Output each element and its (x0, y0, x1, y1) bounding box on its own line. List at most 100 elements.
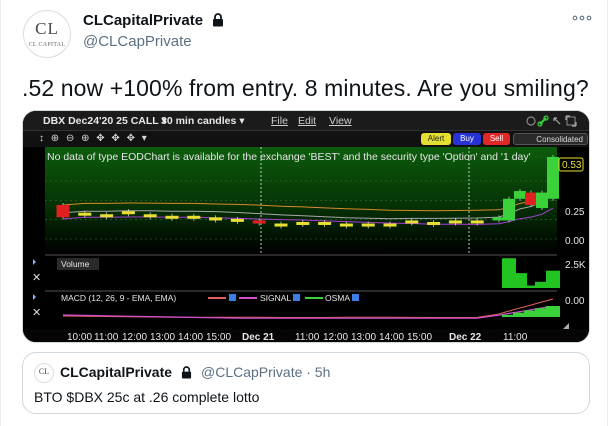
candle (405, 220, 419, 224)
volume-panel-bg (45, 255, 557, 289)
time-tick-label: 15:00 (407, 332, 432, 343)
time-tick-label: 11:00 (94, 332, 119, 343)
osma-bar (535, 308, 549, 317)
time-tick-label: 14:00 (379, 332, 404, 343)
window-controls (526, 115, 577, 127)
price-grid (45, 156, 557, 240)
candle (492, 217, 506, 221)
volume-label: Volume (61, 259, 90, 269)
trading-chart: 10:00 11:00 12:00 13:00 14:00 15:00 Dec 21 11:0… (23, 111, 589, 343)
candle (514, 191, 526, 199)
tweet-text: .52 now +100% from entry. 8 minutes. Are… (22, 75, 589, 101)
time-tick-label: 11:00 (295, 332, 320, 343)
chart-image[interactable]: 10:00 11:00 12:00 13:00 14:00 15:00 Dec 21 11:0… (22, 110, 590, 343)
link-icon[interactable] (537, 115, 549, 127)
time-axis-bg (23, 329, 589, 342)
author-avatar[interactable]: CL CL CAPITAL (23, 10, 71, 58)
price-axis-mid: 0.25 (565, 207, 585, 218)
maximize-icon[interactable] (565, 115, 577, 127)
candles (56, 155, 559, 229)
author-name-text[interactable]: CLCapitalPrivate (83, 12, 204, 29)
consolidated-label: Consolidated (536, 135, 583, 144)
osma-bar (546, 306, 560, 317)
quoted-tweet[interactable]: CL CLCapitalPrivate @CLCapPrivate · 5h B… (22, 352, 590, 414)
author-handle[interactable]: @CLCapPrivate (83, 33, 192, 50)
quoted-avatar-text: CL (38, 367, 50, 376)
volume-bar (502, 258, 516, 288)
chart-toolbar: DBX Dec24'20 25 CALL ▾ 30 min candles ▾ … (23, 111, 589, 131)
time-tick-label: 11:00 (503, 332, 528, 343)
quoted-author-handle[interactable]: @CLCapPrivate · 5h (201, 364, 331, 380)
sell-button[interactable]: Sell (483, 133, 510, 145)
volume-bar (524, 285, 538, 288)
chart-tool-icons[interactable]: ↕ ⊕ ⊖ ⊕ ✥ ✥ ✥ ▾ (39, 133, 149, 144)
osma-bar (513, 312, 527, 317)
candle (448, 220, 462, 224)
time-tick-label: 15:00 (206, 332, 231, 343)
time-tick-label: Dec 21 (242, 332, 275, 343)
candle (230, 218, 244, 222)
candle (121, 211, 135, 215)
quoted-tweet-text: BTO $DBX 25c at .26 complete lotto (34, 389, 260, 405)
osma-bar (524, 310, 538, 317)
macd-checkbox[interactable] (229, 294, 236, 301)
signal-checkbox[interactable] (293, 294, 300, 301)
macd-axis-label: 0.00 (565, 296, 585, 307)
lock-icon (213, 13, 224, 27)
candle (547, 157, 559, 199)
candle (536, 192, 548, 209)
candle (165, 215, 179, 219)
expand-volume-icon[interactable] (33, 259, 36, 265)
expand-macd-icon[interactable] (33, 294, 36, 300)
scroll-arrow-icon[interactable] (563, 323, 569, 329)
osma-label: OSMA (325, 293, 350, 303)
last-price-tag (558, 157, 584, 172)
alert-button[interactable]: Alert (421, 133, 451, 145)
time-tick-label: 13:00 (351, 332, 376, 343)
candle (187, 215, 201, 219)
close-macd-icon[interactable]: ✕ (32, 306, 41, 319)
quoted-author-name[interactable]: CLCapitalPrivate (60, 364, 192, 380)
signal-line (62, 305, 554, 319)
svg-text:✕: ✕ (32, 306, 41, 319)
candle (296, 221, 310, 225)
macd-panel-bg (45, 291, 557, 329)
candle (78, 212, 92, 216)
svg-text:✕: ✕ (32, 271, 41, 284)
lock-icon (181, 366, 192, 379)
time-tick-label: 12:00 (323, 332, 348, 343)
consolidated-button[interactable]: Consolidated (513, 133, 588, 145)
menu-file[interactable]: File (271, 115, 288, 127)
osma-checkbox[interactable] (352, 294, 359, 301)
volume-bar (513, 273, 527, 288)
settings-icon[interactable] (526, 116, 536, 126)
quoted-author-avatar[interactable]: CL (34, 363, 54, 383)
more-dots-icon (572, 15, 592, 21)
candle (427, 221, 441, 225)
menu-view[interactable]: View (329, 115, 352, 127)
last-price-label: 0.53 (562, 160, 582, 171)
detach-icon[interactable] (553, 117, 561, 125)
author-name[interactable]: CLCapitalPrivate (83, 12, 224, 29)
price-axis-zero: 0.00 (565, 236, 585, 247)
buy-button[interactable]: Buy (453, 133, 481, 145)
chart-message: No data of type EODChart is available fo… (47, 151, 531, 163)
macd-lines (62, 298, 560, 319)
volume-bars (502, 258, 560, 288)
time-tick-label: 13:00 (150, 332, 175, 343)
candle (100, 214, 114, 218)
more-horizontal-icon[interactable] (572, 12, 592, 22)
candle (209, 217, 223, 221)
period-selector[interactable]: 30 min candles ▾ (161, 115, 245, 127)
menu-edit[interactable]: Edit (298, 115, 317, 127)
avatar-logo-text: CL (35, 19, 59, 38)
symbol-selector[interactable]: DBX Dec24'20 25 CALL ▾ (43, 115, 167, 127)
time-tick-label: Dec 22 (449, 332, 482, 343)
candle (503, 198, 515, 221)
close-volume-icon[interactable]: ✕ (32, 271, 41, 284)
candle (274, 223, 288, 227)
time-tick-label: 14:00 (178, 332, 203, 343)
time-tick-label: 10:00 (67, 332, 92, 343)
signal-label: SIGNAL (260, 293, 291, 303)
